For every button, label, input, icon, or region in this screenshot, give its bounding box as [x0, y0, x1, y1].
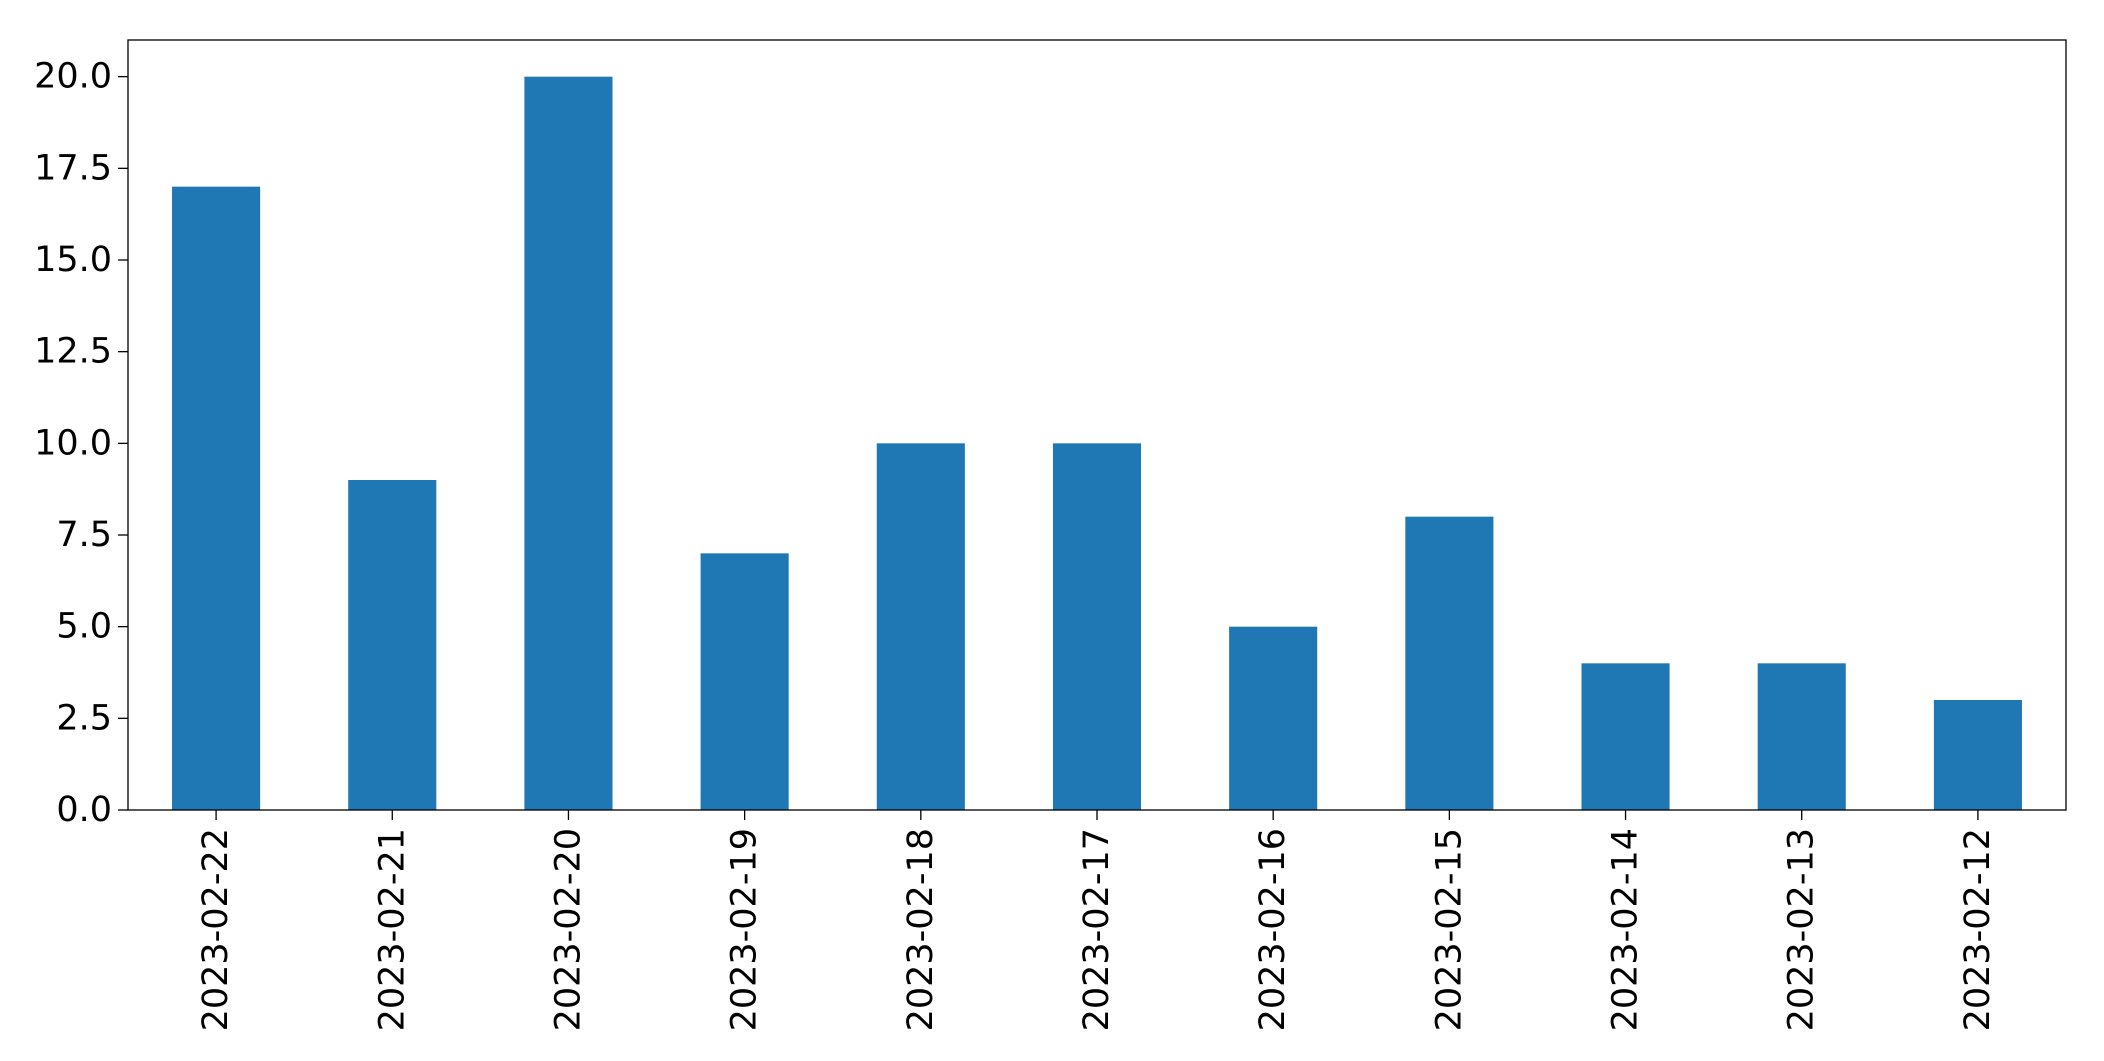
- x-tick-label: 2023-02-14: [1606, 828, 1646, 1031]
- bar-2023-02-20: [524, 76, 613, 810]
- x-tick-label: 2023-02-13: [1782, 828, 1822, 1031]
- y-tick-label: 10.0: [34, 423, 112, 463]
- y-tick-label: 17.5: [34, 148, 112, 188]
- y-tick-label: 12.5: [34, 332, 112, 372]
- bar-2023-02-17: [1052, 443, 1142, 810]
- y-tick-label: 2.5: [56, 698, 112, 738]
- y-tick-label: 7.5: [56, 515, 112, 555]
- x-tick-label: 2023-02-18: [901, 828, 941, 1031]
- x-tick-label: 2023-02-22: [196, 828, 236, 1031]
- x-tick-label: 2023-02-12: [1958, 828, 1998, 1031]
- bar-2023-02-15: [1405, 516, 1494, 810]
- bar-2023-02-13: [1757, 663, 1846, 810]
- y-axis: 0.0 2.5 5.0 7.5 10.0 12.5 15.0 17.5 20.0: [34, 57, 128, 830]
- bars-layer: [172, 76, 2022, 810]
- bar-2023-02-12: [1933, 700, 2022, 810]
- x-tick-label: 2023-02-20: [548, 828, 588, 1031]
- bar-2023-02-19: [700, 553, 789, 810]
- x-tick-label: 2023-02-15: [1429, 828, 1469, 1031]
- x-tick-label: 2023-02-17: [1077, 828, 1117, 1031]
- plot-frame: [127, 39, 2067, 811]
- bar-2023-02-14: [1581, 663, 1670, 810]
- x-tick-label: 2023-02-19: [725, 828, 765, 1031]
- bar-2023-02-21: [348, 480, 437, 810]
- x-axis: 2023-02-22 2023-02-21 2023-02-20 2023-02-19…: [196, 810, 1998, 1031]
- bar-2023-02-18: [876, 443, 965, 810]
- y-tick-label: 20.0: [34, 57, 112, 97]
- bar-2023-02-16: [1229, 626, 1318, 810]
- bar-2023-02-22: [172, 186, 261, 810]
- y-tick-label: 15.0: [34, 240, 112, 280]
- y-tick-label: 5.0: [56, 607, 112, 647]
- x-tick-label: 2023-02-21: [372, 828, 412, 1031]
- y-tick-label: 0.0: [56, 790, 112, 830]
- x-tick-label: 2023-02-16: [1253, 828, 1293, 1031]
